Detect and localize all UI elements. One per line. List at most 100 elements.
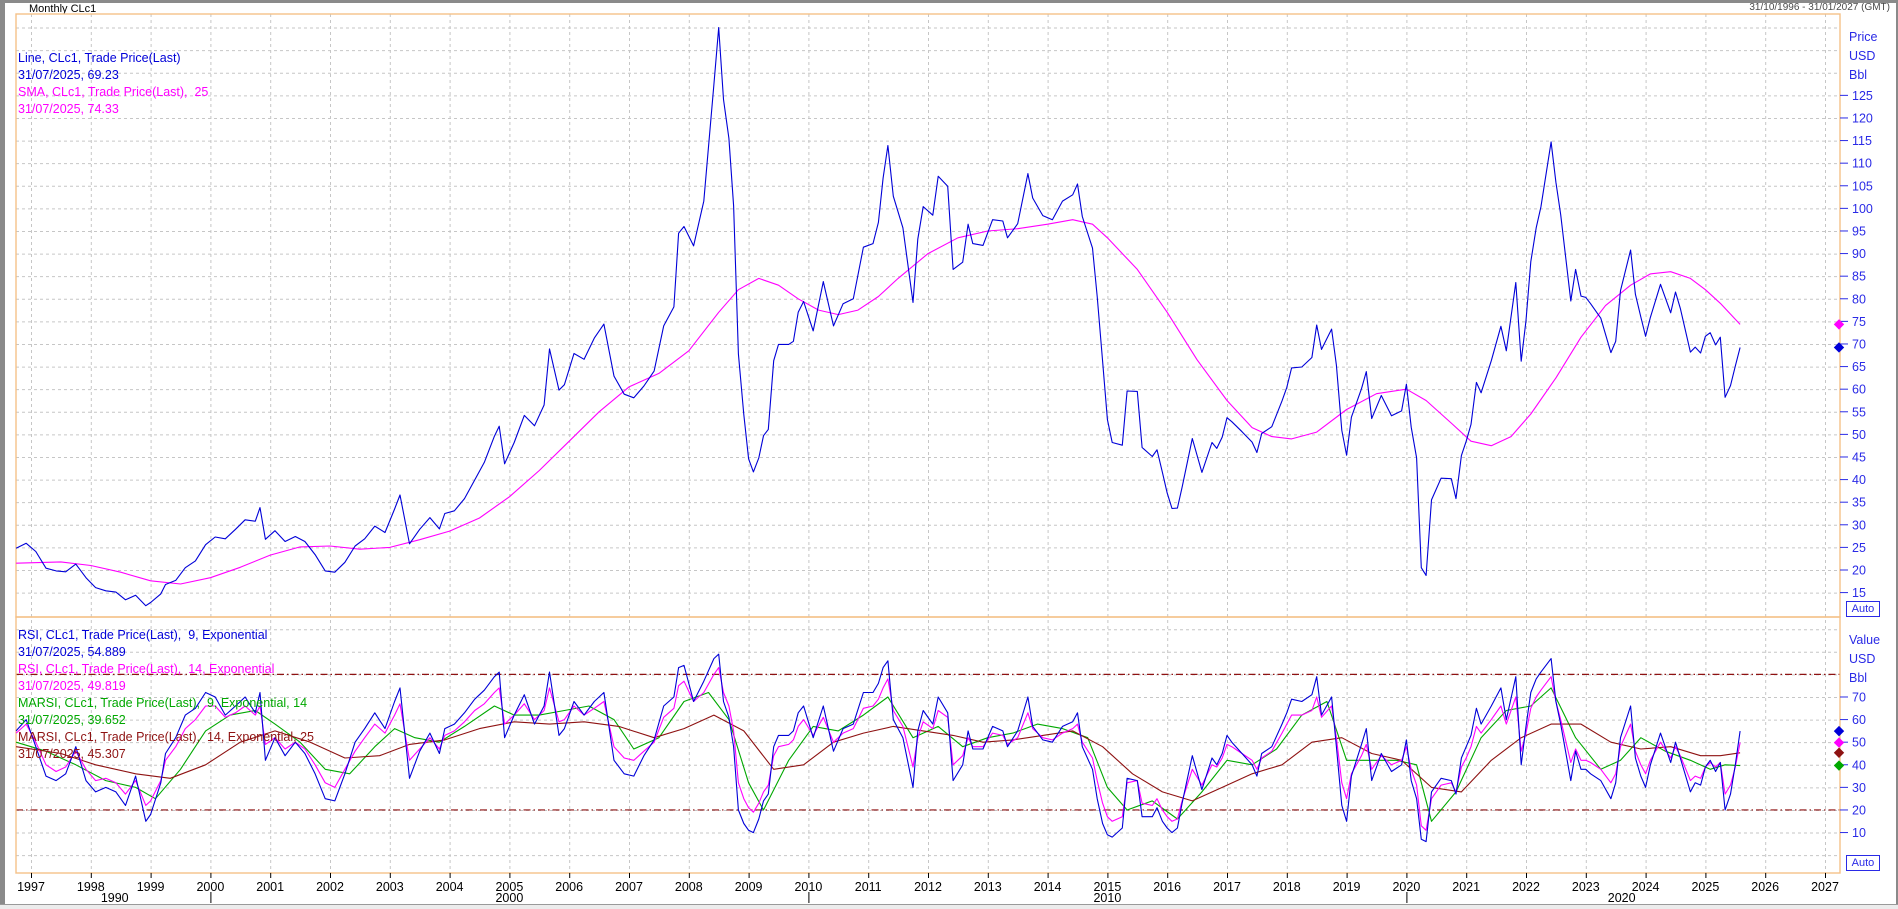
rsi-legend-line: MARSI, CLc1, Trade Price(Last), 9, Expon…	[18, 696, 308, 710]
window-border-left	[0, 0, 5, 909]
year-label: 2008	[675, 880, 703, 894]
year-label: 1997	[17, 880, 45, 894]
price-legend-line: 31/07/2025, 74.33	[18, 102, 119, 116]
rsi9-line-series	[15, 653, 1741, 843]
price-axis-tick-label: 85	[1852, 270, 1866, 284]
price-axis-tick-label: 45	[1852, 450, 1866, 464]
year-label: 2007	[615, 880, 643, 894]
year-label: 2018	[1273, 880, 1301, 894]
price-axis-tick-label: 120	[1852, 111, 1873, 125]
price-axis-title-line2: USD	[1849, 49, 1876, 63]
year-label: 2006	[555, 880, 583, 894]
year-label: 2000	[196, 880, 224, 894]
year-label: 1999	[137, 880, 165, 894]
price-axis-tick-label: 125	[1852, 89, 1873, 103]
price-legend-line: Line, CLc1, Trade Price(Last)	[18, 51, 181, 65]
rsi-rsi14-last-marker	[1833, 737, 1845, 748]
year-label: 2015	[1093, 880, 1121, 894]
price-axis-tick-label: 55	[1852, 405, 1866, 419]
rsi-axis-tick-label: 20	[1852, 803, 1866, 817]
year-label: 2003	[376, 880, 404, 894]
price-line-series	[15, 27, 1741, 607]
price-axis-tick-label: 20	[1852, 563, 1866, 577]
year-label: 2016	[1153, 880, 1181, 894]
year-label: 2001	[256, 880, 284, 894]
year-label: 2014	[1034, 880, 1062, 894]
year-label: 2019	[1333, 880, 1361, 894]
price-axis-tick-label: 100	[1852, 202, 1873, 216]
price-axis-tick-label: 115	[1852, 134, 1872, 148]
year-label: 2021	[1452, 880, 1480, 894]
decade-label: 1990	[101, 891, 129, 905]
sma-line-series	[16, 219, 1741, 585]
year-label: 2020	[1392, 880, 1420, 894]
rsi-legend-line: 31/07/2025, 49.819	[18, 679, 126, 693]
rsi-panel-legend: RSI, CLc1, Trade Price(Last), 9, Exponen…	[18, 627, 314, 763]
price-axis-tick-label: 40	[1852, 473, 1866, 487]
rsi-marsi914-last-marker	[1833, 760, 1845, 771]
decade-label: 2020	[1608, 891, 1636, 905]
price-legend-line: 31/07/2025, 69.23	[18, 68, 119, 82]
year-label: 2027	[1811, 880, 1839, 894]
chart-title: Monthly CLc1	[29, 3, 97, 15]
date-range-label: 31/10/1996 - 31/01/2027 (GMT)	[1749, 2, 1890, 13]
price-axis-tick-label: 105	[1852, 179, 1873, 193]
price-legend-line: SMA, CLc1, Trade Price(Last), 25	[18, 85, 209, 99]
price-plot-area[interactable]	[16, 14, 1840, 617]
year-label: 2024	[1632, 880, 1660, 894]
rsi-axis-tick-label: 30	[1852, 781, 1866, 795]
rsi-axis-auto-button[interactable]: Auto	[1846, 855, 1880, 871]
rsi-axis-tick-label: 40	[1852, 758, 1866, 772]
price-axis-tick-label: 70	[1852, 337, 1866, 351]
year-label: 2023	[1572, 880, 1600, 894]
rsi-legend-line: 31/07/2025, 39.652	[18, 713, 126, 727]
year-label: 2022	[1512, 880, 1540, 894]
rsi-legend-line: 31/07/2025, 54.889	[18, 645, 126, 659]
price-axis-tick-label: 65	[1852, 360, 1866, 374]
price-axis-tick-label: 95	[1852, 224, 1866, 238]
price-axis-tick-label: 35	[1852, 496, 1866, 510]
price-axis-tick-label: 110	[1852, 157, 1872, 171]
rsi-axis-tick-label: 50	[1852, 736, 1866, 750]
price-axis-tick-label: 75	[1852, 315, 1866, 329]
price-axis-tick-label: 80	[1852, 292, 1866, 306]
year-label: 2011	[855, 880, 882, 894]
value-axis-title-line3: Bbl	[1849, 671, 1868, 685]
price-axis-tick-label: 90	[1852, 247, 1866, 261]
rsi-axis-tick-label: 70	[1852, 690, 1866, 704]
year-label: 2026	[1751, 880, 1779, 894]
year-label: 2017	[1213, 880, 1241, 894]
rsi-axis-tick-label: 10	[1852, 826, 1866, 840]
price-axis-title-line3: Bbl	[1849, 68, 1868, 82]
year-label: 2009	[735, 880, 763, 894]
price-line-last-marker	[1833, 342, 1845, 353]
rsi-rsi9-last-marker	[1833, 725, 1845, 737]
window-bottom-edge	[0, 904, 1898, 909]
value-axis-title-line1: Value	[1849, 633, 1881, 647]
year-label: 2012	[914, 880, 942, 894]
window-border-top	[0, 0, 1898, 3]
year-label: 2010	[794, 880, 822, 894]
price-axis-title-line1: Price	[1849, 30, 1878, 44]
rsi-legend-line: MARSI, CLc1, Trade Price(Last), 14, Expo…	[18, 730, 314, 744]
price-panel-legend: Line, CLc1, Trade Price(Last) 31/07/2025,…	[18, 50, 208, 118]
decade-label: 2010	[1093, 891, 1121, 905]
price-axis-title: Price USD Bbl	[1849, 28, 1877, 85]
window-border-right	[1896, 0, 1898, 909]
price-axis-auto-button[interactable]: Auto	[1846, 601, 1880, 617]
year-label: 2025	[1691, 880, 1719, 894]
rsi-legend-line: RSI, CLc1, Trade Price(Last), 14, Expone…	[18, 662, 275, 676]
price-axis-tick-label: 15	[1852, 586, 1866, 600]
year-label: 2013	[974, 880, 1002, 894]
grid-lines	[16, 14, 1840, 873]
price-sma-last-marker	[1833, 319, 1845, 330]
price-axis-tick-label: 30	[1852, 518, 1866, 532]
rsi-legend-line: RSI, CLc1, Trade Price(Last), 9, Exponen…	[18, 628, 268, 642]
price-axis-tick-label: 60	[1852, 383, 1866, 397]
decade-label: 2000	[495, 891, 523, 905]
year-label: 2002	[316, 880, 344, 894]
year-label: 1998	[77, 880, 105, 894]
rsi-marsi1425-last-marker	[1833, 747, 1845, 758]
